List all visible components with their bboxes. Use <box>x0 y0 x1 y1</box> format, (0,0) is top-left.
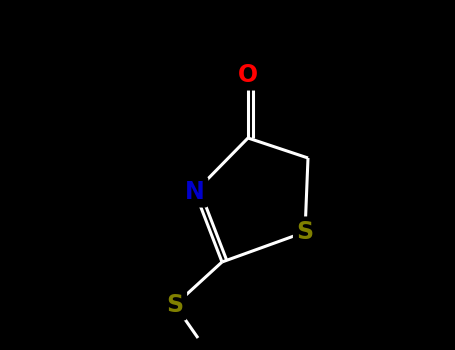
Text: S: S <box>297 220 313 244</box>
Text: S: S <box>167 293 183 317</box>
Text: O: O <box>238 63 258 87</box>
Text: N: N <box>185 180 205 204</box>
